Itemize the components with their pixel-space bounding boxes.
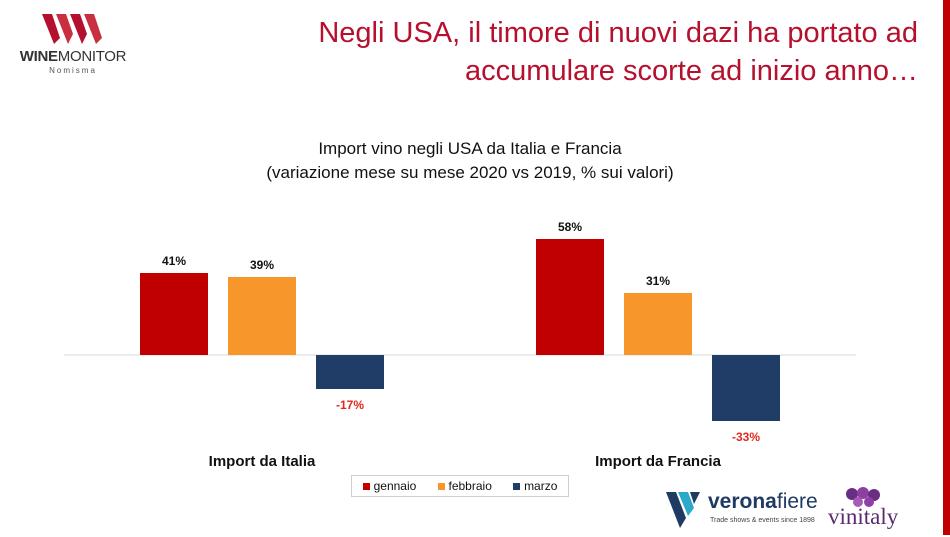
legend-item-gennaio: gennaio bbox=[362, 479, 417, 493]
slide-title-line-2: accumulare scorte ad inizio anno… bbox=[465, 55, 918, 87]
winemonitor-logo: WINEMONITOR Nomisma bbox=[14, 12, 132, 75]
legend-item-febbraio: febbraio bbox=[437, 479, 492, 493]
bar-marzo-italia bbox=[316, 355, 384, 389]
slide-title-line-1: Negli USA, il timore di nuovi dazi ha po… bbox=[318, 17, 918, 49]
logo-wordmark: WINEMONITOR bbox=[19, 48, 127, 65]
legend-label-gennaio: gennaio bbox=[373, 479, 417, 493]
bar-gennaio-italia bbox=[140, 273, 208, 355]
vinitaly-logo: vinitaly bbox=[826, 486, 926, 532]
veronafiere-tagline: Trade shows & events since 1898 bbox=[710, 517, 815, 524]
legend-label-marzo: marzo bbox=[524, 479, 558, 493]
veronafiere-logo: veronafiere Trade shows & events since 1… bbox=[664, 488, 826, 532]
chart-title-line-1: Import vino negli USA da Italia e Franci… bbox=[318, 139, 622, 158]
legend-label-febbraio: febbraio bbox=[448, 479, 492, 493]
data-label-febbraio-francia: 31% bbox=[646, 274, 670, 288]
category-label-italia: Import da Italia bbox=[209, 453, 316, 470]
slide-title: Negli USA, il timore di nuovi dazi ha po… bbox=[218, 14, 918, 90]
bar-febbraio-italia bbox=[228, 277, 296, 355]
legend-swatch-febbraio bbox=[437, 482, 445, 490]
winemonitor-mark-icon bbox=[42, 14, 102, 44]
category-label-francia: Import da Francia bbox=[595, 453, 722, 470]
bar-febbraio-francia bbox=[624, 293, 692, 355]
legend-swatch-gennaio bbox=[362, 482, 370, 490]
veronafiere-mark-icon bbox=[666, 492, 700, 528]
chart-title: Import vino negli USA da Italia e Franci… bbox=[160, 137, 780, 185]
chart-title-line-2: (variazione mese su mese 2020 vs 2019, %… bbox=[266, 163, 674, 182]
vinitaly-wordmark: vinitaly bbox=[828, 504, 899, 529]
legend-swatch-marzo bbox=[513, 482, 521, 490]
logo-subtitle: Nomisma bbox=[49, 66, 97, 75]
right-accent-stripe bbox=[943, 0, 950, 535]
data-label-gennaio-italia: 41% bbox=[162, 254, 186, 268]
bar-marzo-francia bbox=[712, 355, 780, 421]
veronafiere-wordmark: veronafiere bbox=[708, 490, 818, 513]
data-label-febbraio-italia: 39% bbox=[250, 258, 274, 272]
data-label-marzo-francia: -33% bbox=[732, 430, 760, 444]
chart-legend: gennaio febbraio marzo bbox=[351, 475, 569, 497]
data-label-marzo-italia: -17% bbox=[336, 398, 364, 412]
grape-icon bbox=[846, 487, 880, 507]
bar-gennaio-francia bbox=[536, 239, 604, 355]
legend-item-marzo: marzo bbox=[513, 479, 557, 493]
data-label-gennaio-francia: 58% bbox=[558, 220, 582, 234]
